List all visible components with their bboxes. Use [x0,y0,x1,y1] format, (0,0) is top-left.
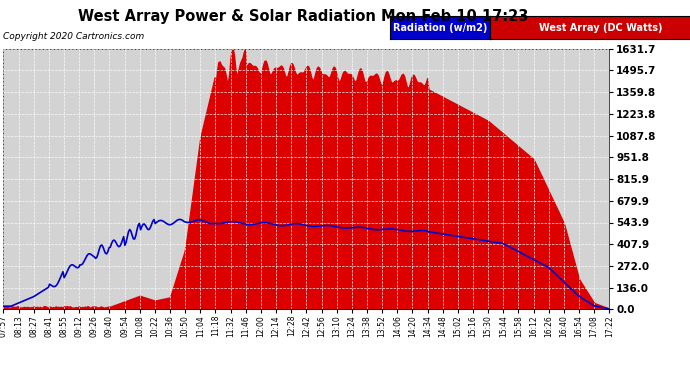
Text: Radiation (w/m2): Radiation (w/m2) [393,23,487,33]
Text: Copyright 2020 Cartronics.com: Copyright 2020 Cartronics.com [3,32,145,41]
Text: West Array (DC Watts): West Array (DC Watts) [539,23,662,33]
Text: West Array Power & Solar Radiation Mon Feb 10 17:23: West Array Power & Solar Radiation Mon F… [79,9,529,24]
